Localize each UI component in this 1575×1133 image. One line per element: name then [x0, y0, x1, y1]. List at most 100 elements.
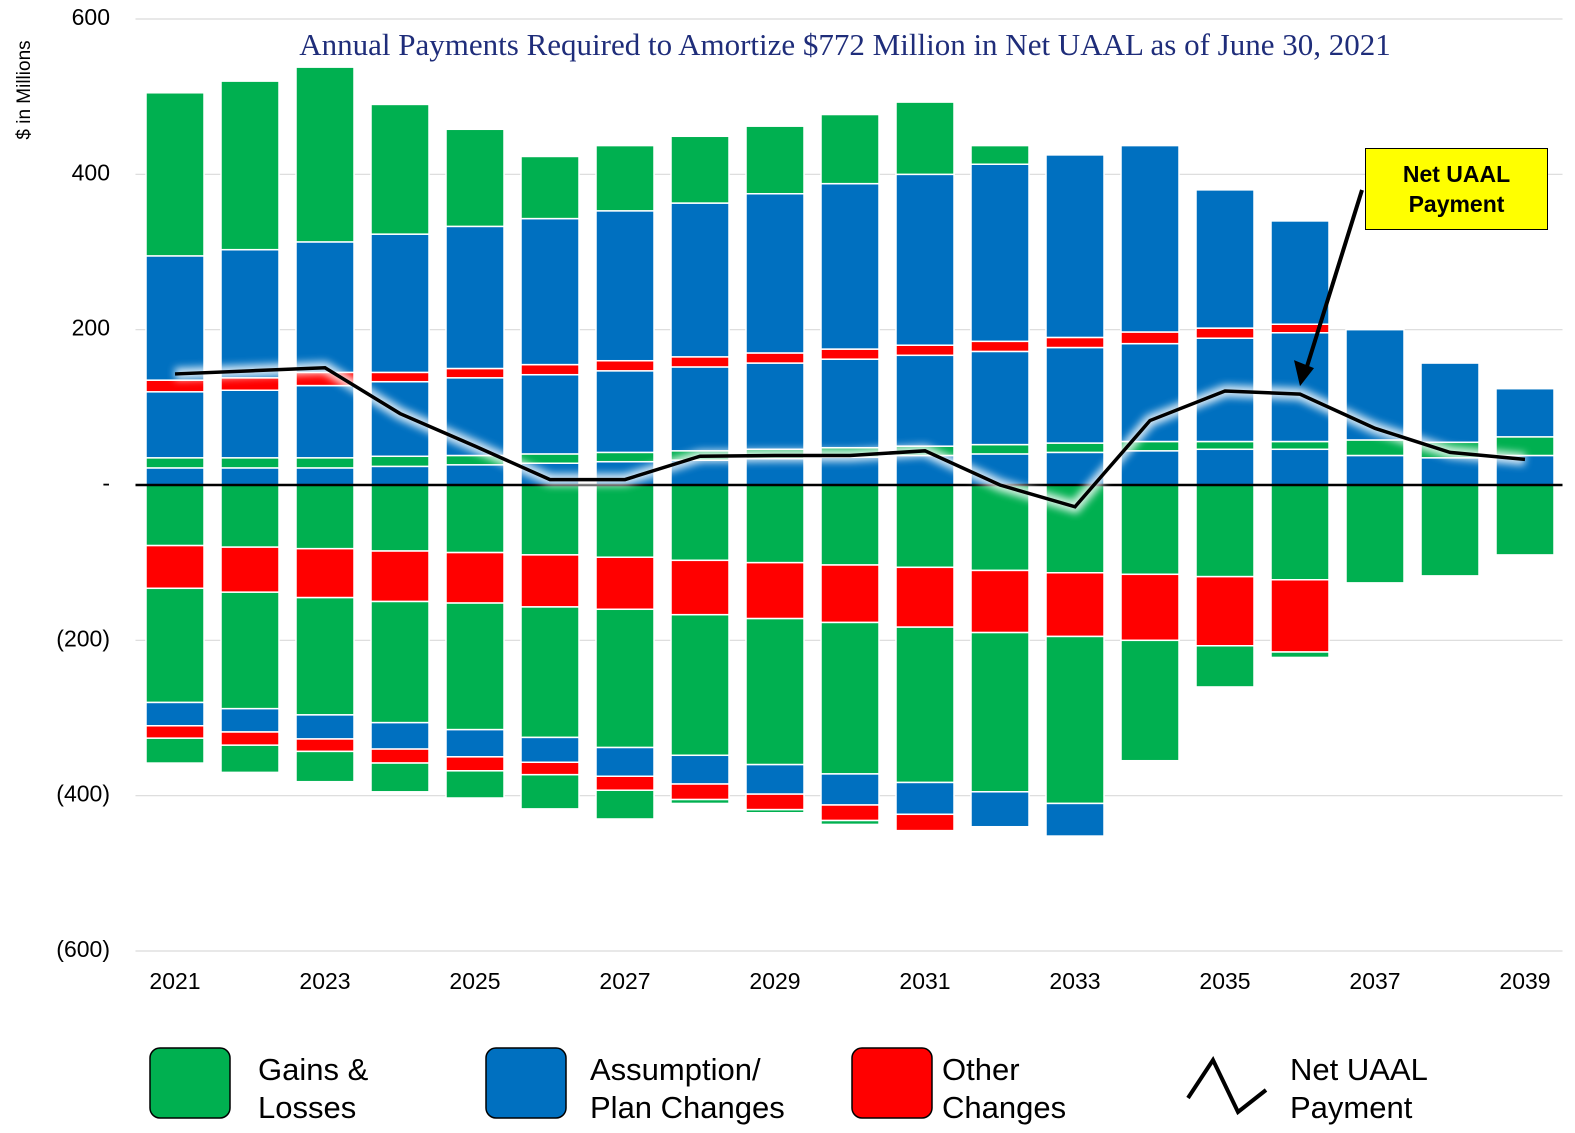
bar-segment [445, 602, 505, 731]
bar-segment [1045, 346, 1105, 444]
bar-segment [1120, 484, 1180, 576]
bar-segment [820, 564, 880, 624]
bar-segment [895, 813, 955, 832]
bar-segment [370, 762, 430, 793]
bar-segment [745, 484, 805, 564]
bar-segment [895, 354, 955, 447]
bar-segment [145, 725, 205, 739]
bar-segment [670, 559, 730, 616]
bar-segment [1345, 439, 1405, 457]
bar-segment [295, 738, 355, 753]
legend-label: Assumption/ Plan Changes [590, 1052, 785, 1125]
bar-segment [520, 217, 580, 366]
bar-segment [295, 750, 355, 783]
legend-line [1186, 1055, 1268, 1116]
bar-segment [1270, 579, 1330, 653]
bar-segment [970, 631, 1030, 793]
bar-segment [1195, 484, 1255, 578]
x-tick-label: 2027 [599, 968, 650, 994]
bar-segment [895, 781, 955, 816]
y-tick-label: 400 [72, 159, 110, 185]
bar-segment [895, 101, 955, 176]
bar-segment [895, 566, 955, 628]
bar-segment [595, 144, 655, 212]
bar-segment [370, 103, 430, 235]
bar-segment [1270, 440, 1330, 451]
annotation-arrow [1302, 189, 1364, 377]
bar-segment [445, 728, 505, 758]
bar-segment [220, 484, 280, 548]
bar-segment [220, 707, 280, 733]
bar-segment [970, 144, 1030, 165]
bar-segment [895, 344, 955, 357]
x-tick-label: 2031 [899, 968, 950, 994]
chart-title: Annual Payments Required to Amortize $77… [299, 27, 1390, 62]
bar-segment [1345, 484, 1405, 584]
bar-segment [220, 744, 280, 774]
bar-segment [520, 606, 580, 739]
bar-segment [1420, 457, 1480, 486]
bar-segment [1195, 448, 1255, 486]
bar-segment [370, 600, 430, 724]
bar-segment [820, 113, 880, 185]
bar-segment [595, 556, 655, 611]
bar-segment [745, 352, 805, 364]
bar-segment [820, 804, 880, 822]
bar-segment [145, 457, 205, 469]
legend-swatch [851, 1047, 933, 1119]
bar-segment [220, 80, 280, 251]
bar-segment [1195, 327, 1255, 339]
bar-segment [520, 761, 580, 776]
bar-segment [145, 391, 205, 459]
bar-segment [145, 587, 205, 704]
bar-segment [370, 371, 430, 383]
bar-segment [1045, 336, 1105, 349]
bar-segment [1120, 450, 1180, 486]
bar-segment [445, 484, 505, 554]
bar-segment [220, 248, 280, 379]
bar-segment [1045, 802, 1105, 837]
y-tick-label: (200) [56, 625, 110, 651]
bar-segment [145, 737, 205, 764]
bar-segment [595, 608, 655, 749]
bar-segment [895, 173, 955, 346]
x-tick-label: 2037 [1349, 968, 1400, 994]
bar-segment [1195, 440, 1255, 451]
bar-segment [370, 484, 430, 552]
bar-segment [145, 379, 205, 393]
bar-segment [1120, 639, 1180, 762]
bar-segment [145, 467, 205, 486]
bar-segment [970, 791, 1030, 828]
bar-segment [1270, 651, 1330, 659]
line [174, 365, 1526, 509]
bar-segment [820, 621, 880, 775]
annotation-arrowhead [1294, 360, 1314, 387]
bar-segment [745, 763, 805, 795]
bar-segment [370, 455, 430, 468]
bar-segment [820, 484, 880, 566]
bar-segment [670, 613, 730, 757]
bar-segment [445, 756, 505, 772]
bar-segment [220, 546, 280, 593]
bar-segment [1045, 154, 1105, 339]
bar-segment [670, 783, 730, 801]
bar-segment [520, 363, 580, 376]
bar-segment [445, 225, 505, 370]
bar-segment [670, 202, 730, 358]
y-axis-label: $ in Millions [14, 40, 35, 139]
bar-segment [520, 736, 580, 764]
bar-segment [745, 561, 805, 620]
bar-segment [895, 626, 955, 784]
bar-segment [1495, 387, 1555, 438]
bar-segment [970, 443, 1030, 455]
bar-segment [1195, 645, 1255, 688]
bar-segment [745, 125, 805, 195]
bar-segment [595, 210, 655, 362]
x-tick-label: 2025 [449, 968, 500, 994]
y-tick-label: (600) [56, 936, 110, 962]
bar-segment [745, 362, 805, 451]
bar-segment [295, 714, 355, 740]
bar-segment [1270, 332, 1330, 443]
